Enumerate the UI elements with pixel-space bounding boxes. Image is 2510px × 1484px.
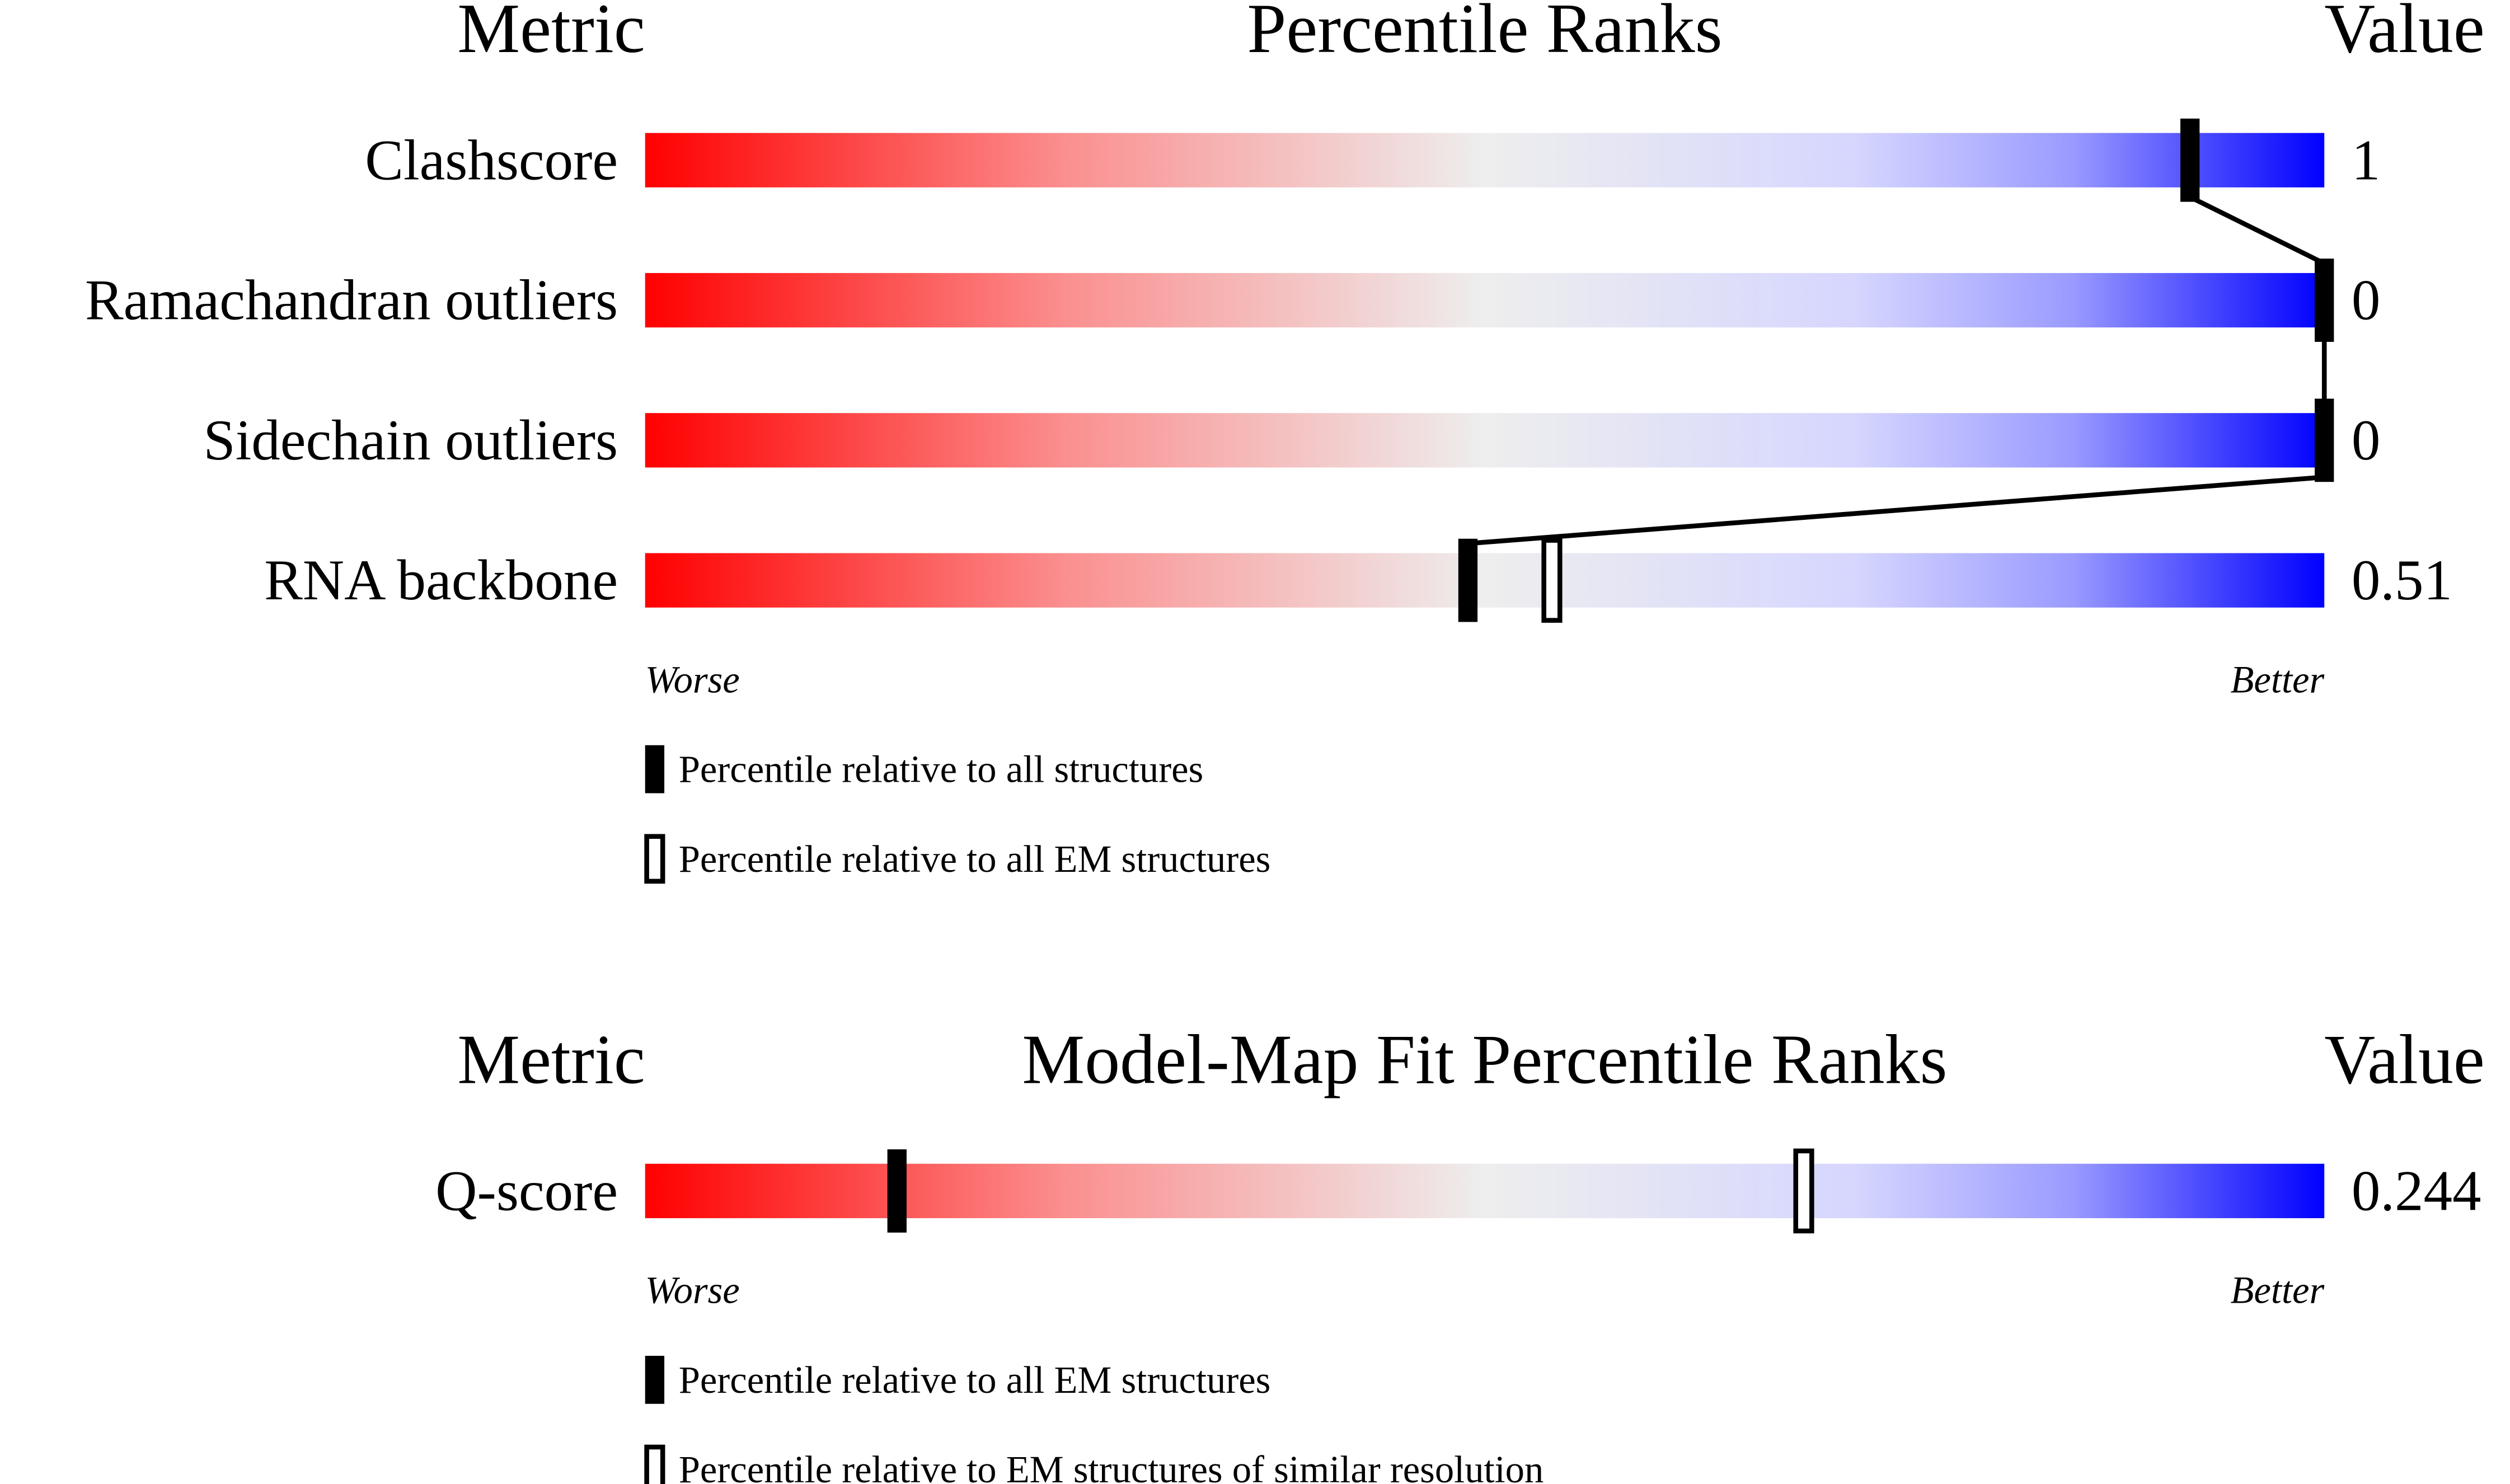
metric-value: 0.244 bbox=[2352, 1159, 2481, 1223]
slider-bar bbox=[645, 553, 2325, 608]
metric-label: Ramachandran outliers bbox=[85, 269, 618, 332]
slider-bar bbox=[645, 413, 2325, 468]
chart-title: Percentile Ranks bbox=[1247, 0, 1722, 68]
metric-header: Metric bbox=[457, 0, 645, 68]
percentile-marker bbox=[2315, 398, 2334, 482]
percentile-marker bbox=[887, 1149, 907, 1233]
value-header: Value bbox=[2324, 0, 2485, 68]
legend-label: Percentile relative to all EM structures bbox=[679, 1359, 1271, 1401]
legend-label: Percentile relative to EM structures of … bbox=[679, 1448, 1544, 1484]
worse-label: Worse bbox=[645, 1269, 740, 1312]
metric-value: 0 bbox=[2352, 408, 2380, 472]
legend-label: Percentile relative to all EM structures bbox=[679, 838, 1271, 880]
percentile-marker-open bbox=[1541, 538, 1563, 623]
legend-label: Percentile relative to all structures bbox=[679, 748, 1204, 791]
metric-label: Sidechain outliers bbox=[203, 408, 618, 472]
percentile-marker bbox=[2315, 259, 2334, 342]
legend-marker bbox=[645, 745, 665, 793]
percentile-marker-open bbox=[1793, 1148, 1814, 1234]
slider-bar bbox=[645, 133, 2325, 187]
metric-label: Clashscore bbox=[365, 128, 618, 192]
metric-value: 0.51 bbox=[2352, 548, 2452, 612]
slider-bar bbox=[645, 273, 2325, 328]
metric-label: RNA backbone bbox=[264, 548, 618, 612]
legend-marker bbox=[645, 1355, 665, 1404]
percentile-marker bbox=[2180, 118, 2200, 202]
worse-label: Worse bbox=[645, 658, 740, 701]
better-label: Better bbox=[2231, 1269, 2325, 1312]
chart-title: Model-Map Fit Percentile Ranks bbox=[1022, 1021, 1947, 1098]
slider-bar bbox=[645, 1163, 2325, 1218]
value-header: Value bbox=[2324, 1021, 2485, 1098]
metric-header: Metric bbox=[457, 1021, 645, 1098]
metric-label: Q-score bbox=[435, 1159, 618, 1223]
legend-marker bbox=[644, 1444, 665, 1484]
connector-line bbox=[1467, 195, 2327, 546]
legend-marker bbox=[644, 834, 665, 884]
percentile-marker bbox=[1458, 538, 1478, 622]
metric-value: 0 bbox=[2352, 269, 2380, 332]
better-label: Better bbox=[2231, 658, 2325, 701]
metric-value: 1 bbox=[2352, 128, 2380, 192]
